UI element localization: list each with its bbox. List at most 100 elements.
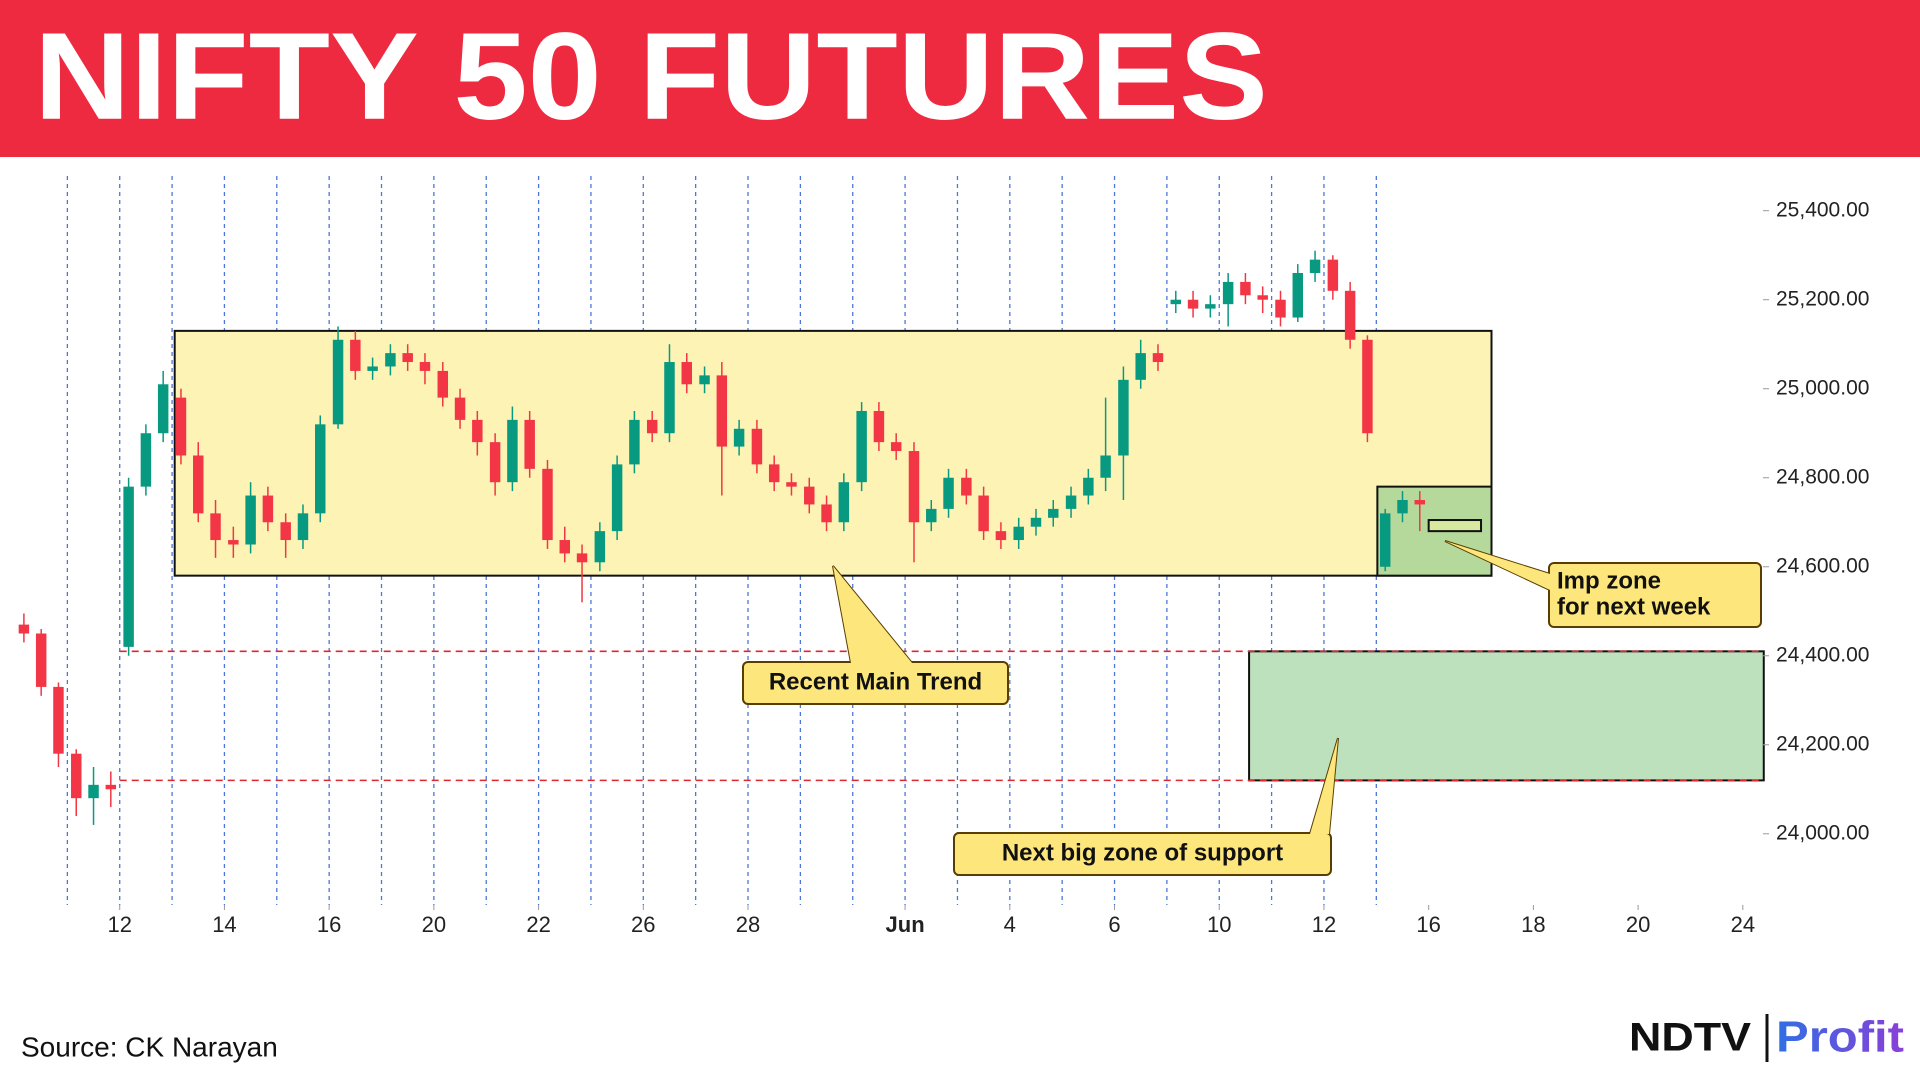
candle-body — [629, 419, 640, 465]
y-tick-label: 25,400.00 — [1776, 198, 1869, 221]
candle-body — [908, 451, 920, 523]
x-tick-label: 6 — [1108, 912, 1120, 937]
x-tick-label: 28 — [736, 912, 760, 937]
y-tick-label: 25,000.00 — [1776, 376, 1869, 399]
x-tick-label: 16 — [317, 912, 341, 937]
candle-body — [542, 468, 553, 541]
callout-text: for next week — [1557, 593, 1711, 620]
candle-body — [1205, 304, 1216, 309]
y-tick-label: 24,000.00 — [1776, 821, 1869, 844]
y-tick-label: 24,800.00 — [1776, 465, 1869, 488]
candle-body — [1187, 299, 1199, 309]
source: Source: CK Narayan — [21, 1031, 278, 1062]
candle-body — [228, 540, 239, 545]
candle-body — [1013, 526, 1024, 541]
callout-text: Recent Main Trend — [769, 668, 982, 695]
candle-body — [1292, 273, 1304, 318]
candle-body — [1397, 499, 1408, 514]
x-tick-label: 26 — [631, 912, 655, 937]
candle-body — [175, 397, 187, 456]
candle-body — [105, 784, 117, 790]
candle-body — [454, 397, 466, 420]
candle-body — [733, 428, 745, 447]
candle-body — [716, 375, 728, 447]
candle-body — [367, 366, 378, 371]
candle-body — [995, 531, 1007, 541]
candle-body — [1118, 379, 1129, 456]
candle-body — [594, 531, 606, 563]
logo-ndtv: NDTV — [1629, 1016, 1751, 1060]
x-tick-label: 12 — [107, 912, 131, 937]
candle-body — [88, 784, 99, 799]
candle-body — [926, 508, 937, 523]
x-tick-label: 4 — [1004, 912, 1016, 937]
callout-pointer-cover — [1445, 541, 1550, 590]
x-tick-label: 16 — [1416, 912, 1440, 937]
y-tick-label: 24,200.00 — [1776, 732, 1869, 755]
candle-body — [332, 339, 344, 425]
candle-body — [297, 513, 309, 541]
candle-body — [489, 442, 501, 483]
y-tick-label: 24,600.00 — [1776, 554, 1869, 577]
candle-body — [472, 419, 483, 443]
candle-body — [419, 362, 431, 371]
x-tick-label: 20 — [1626, 912, 1650, 937]
zone — [173, 329, 1493, 577]
candle-body — [1065, 495, 1077, 509]
candle-body — [1309, 259, 1321, 274]
candle-body — [559, 540, 570, 554]
zone — [1248, 650, 1765, 782]
candle-body — [315, 424, 326, 514]
candle-body — [646, 419, 658, 434]
candle-body — [140, 433, 152, 487]
logo-profit: Profit — [1776, 1013, 1904, 1062]
candle-body — [1030, 517, 1042, 527]
callout-box — [1548, 562, 1762, 628]
candle-body — [699, 375, 710, 385]
x-tick-label: 14 — [212, 912, 236, 937]
candle-body — [524, 419, 535, 469]
candle-body — [1048, 508, 1059, 518]
candle-body — [245, 495, 256, 545]
plot: 25,400.00 25,200.00 25,000.00 24,800.00 24,6… — [18, 176, 1869, 937]
candle-body — [1327, 259, 1339, 291]
candle-body — [943, 477, 954, 509]
zone — [1427, 519, 1483, 533]
candle-body — [664, 362, 675, 434]
candle-body — [978, 495, 989, 532]
candle-body — [193, 455, 204, 514]
candle-body — [856, 410, 867, 483]
callout-pointer-cover — [1310, 738, 1338, 834]
candle-body — [262, 495, 274, 523]
x-tick-label: 22 — [526, 912, 550, 937]
candle-body — [35, 633, 47, 687]
candle-body — [1362, 339, 1373, 434]
candle-body — [961, 477, 972, 496]
candle-body — [437, 370, 449, 398]
candle-body — [53, 686, 64, 754]
callout-box — [953, 832, 1332, 876]
candle-body — [507, 419, 518, 483]
x-tick-label: Jun — [886, 912, 925, 937]
header-bar — [0, 0, 1920, 157]
x-tick-label: 20 — [422, 912, 446, 937]
candle-body — [804, 486, 815, 505]
callout-text: Imp zone — [1557, 567, 1661, 594]
candle-body — [1083, 477, 1094, 496]
candle-body — [768, 464, 780, 483]
candle-body — [1275, 299, 1286, 318]
y-tick-label: 24,400.00 — [1776, 643, 1869, 666]
candle-body — [873, 410, 885, 443]
candle-body — [576, 553, 588, 563]
candle-body — [890, 442, 902, 452]
x-tick-label: 10 — [1207, 912, 1231, 937]
candle-body — [402, 353, 413, 363]
candle-body — [385, 353, 396, 367]
candle-body — [681, 362, 692, 385]
callout-pointer-cover — [833, 566, 912, 663]
candle-body — [1135, 353, 1146, 380]
candle-body — [1379, 513, 1391, 567]
candle-body — [838, 482, 850, 523]
